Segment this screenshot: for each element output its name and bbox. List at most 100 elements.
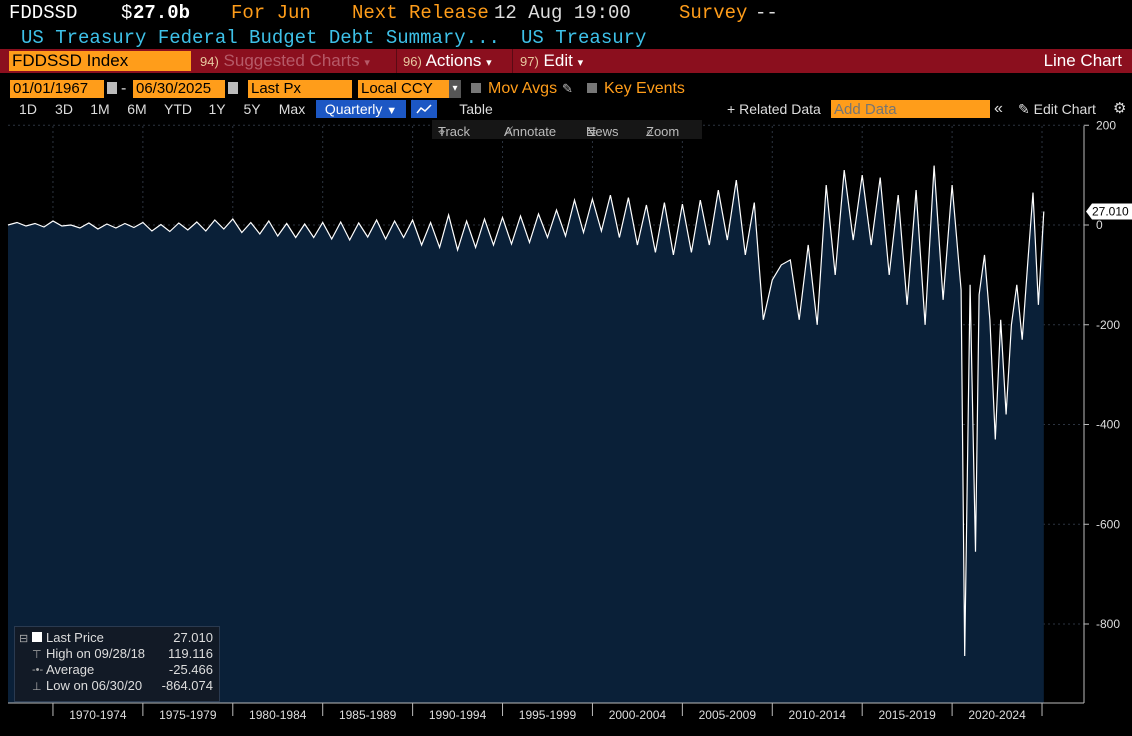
pencil-icon[interactable]: ✎ [562, 81, 573, 96]
legend-average-value: -25.466 [168, 662, 213, 677]
legend-high-value: 119.116 [167, 646, 213, 661]
next-release-label: Next Release [352, 2, 489, 24]
x-tick-label: 2005-2009 [699, 708, 757, 722]
key-events-label: Key Events [604, 80, 685, 97]
survey-value: -- [755, 2, 778, 24]
y-tick-label: -400 [1096, 418, 1120, 432]
legend-collapse-icon[interactable]: ⊟ [19, 633, 29, 645]
calendar-icon[interactable] [228, 82, 238, 94]
legend-last-label: Last Price [46, 630, 104, 645]
series-area [8, 165, 1044, 704]
edit-chart-label: Edit Chart [1033, 101, 1096, 117]
legend-last-value: 27.010 [173, 630, 213, 645]
chevron-down-icon: ▼ [386, 105, 398, 117]
date-separator: - [121, 80, 127, 97]
collapse-icon[interactable]: « [994, 100, 1003, 117]
edit-number: 97) [520, 54, 539, 69]
frequency-select[interactable]: Quarterly ▼ [316, 100, 406, 118]
range-1m[interactable]: 1M [90, 101, 110, 117]
edit-chart-button[interactable]: ✎ Edit Chart [1018, 100, 1096, 118]
legend-average: -•- Average -25.466 [15, 662, 219, 678]
y-tick-label: -200 [1096, 318, 1120, 332]
range-1d[interactable]: 1D [19, 101, 37, 117]
legend-high-label: High on 09/28/18 [46, 646, 146, 661]
average-marker-icon: -•- [32, 664, 44, 676]
x-axis-band [0, 703, 1132, 736]
table-button[interactable]: Table [459, 101, 493, 117]
period-label: For Jun [231, 2, 311, 24]
range-ytd[interactable]: YTD [164, 101, 192, 117]
low-marker-icon: ⊥ [32, 681, 42, 693]
annotate-icon: ⟋ [504, 124, 514, 139]
chart-tools: ⌖ Track ⟋ Annotate ≣ News ⌕ Zoom [432, 120, 702, 139]
legend-average-label: Average [46, 662, 95, 677]
x-tick-label: 1980-1984 [249, 708, 307, 722]
gear-icon[interactable]: ⚙ [1113, 100, 1127, 117]
add-data-input[interactable] [831, 100, 990, 118]
frequency-label: Quarterly [324, 101, 383, 117]
chevron-down-icon[interactable]: ▾ [449, 80, 461, 98]
last-value-label: 27.010 [1092, 205, 1129, 219]
edit-menu[interactable]: 97) Edit ▾ [520, 51, 583, 71]
line-chart-icon[interactable] [411, 100, 437, 118]
last-price: 27.0b [133, 2, 191, 24]
x-tick-label: 2015-2019 [878, 708, 936, 722]
currency-select[interactable]: Local CCY [358, 80, 449, 98]
chart-type-label: Line Chart [1043, 51, 1122, 70]
x-tick-label: 1995-1999 [519, 708, 577, 722]
price-dollar: $ [121, 2, 133, 24]
suggested-charts-menu[interactable]: 94) Suggested Charts ▾ [200, 51, 370, 71]
edit-label: Edit [543, 51, 573, 70]
range-max[interactable]: Max [278, 101, 306, 117]
related-data-button[interactable]: + Related Data [727, 100, 821, 118]
next-release-value: 12 Aug 19:00 [494, 2, 631, 24]
field-input[interactable]: Last Px [248, 80, 352, 98]
x-tick-label: 1970-1974 [69, 708, 127, 722]
calendar-icon[interactable] [107, 82, 117, 94]
legend-low-label: Low on 06/30/20 [46, 678, 143, 693]
zoom-label: Zoom [646, 124, 680, 139]
last-value-tag: 27.010 [1086, 203, 1132, 220]
header-bar: FDDSSD $ 27.0b For Jun Next Release 12 A… [0, 0, 1132, 26]
divider [512, 49, 513, 73]
actions-menu[interactable]: 96) Actions ▾ [403, 51, 492, 71]
chevron-down-icon: ▾ [577, 57, 584, 69]
annotate-label: Annotate [504, 124, 557, 139]
mov-avgs-checkbox[interactable] [471, 83, 481, 93]
crosshair-icon: ⌖ [438, 124, 446, 139]
suggested-charts-label: Suggested Charts [223, 51, 360, 70]
range-5y[interactable]: 5Y [243, 101, 261, 117]
legend-high: ⊤ High on 09/28/18 119.116 [15, 646, 219, 662]
x-tick-label: 2020-2024 [968, 708, 1026, 722]
key-events-checkbox[interactable] [587, 83, 597, 93]
end-date-input[interactable]: 06/30/2025 [133, 80, 225, 98]
actions-label: Actions [425, 51, 482, 70]
line-chart[interactable]: 200 0 -200 -400 -600 -800 1970-1974 1975-1979 1… [0, 120, 1132, 736]
start-date-input[interactable]: 01/01/1967 [10, 80, 104, 98]
y-tick-label: -600 [1096, 517, 1120, 531]
description-bar: US Treasury Federal Budget Debt Summary.… [0, 26, 1132, 49]
x-tick-label: 1990-1994 [429, 708, 487, 722]
actions-number: 96) [403, 54, 422, 69]
range-6m[interactable]: 6M [127, 101, 147, 117]
legend-low: ⊥ Low on 06/30/20 -864.074 [15, 678, 219, 694]
date-controls: 01/01/1967 - 06/30/2025 Last Px Local CC… [0, 79, 1132, 99]
security-description: US Treasury Federal Budget Debt Summary.… [21, 27, 500, 49]
ticker-symbol: FDDSSD [9, 2, 78, 24]
range-3d[interactable]: 3D [55, 101, 73, 117]
related-data-label: Related Data [739, 101, 821, 117]
zoom-icon: ⌕ [646, 124, 654, 139]
chevron-down-icon: ▾ [364, 57, 370, 69]
track-label: Track [438, 124, 471, 139]
legend-swatch [32, 632, 42, 642]
high-marker-icon: ⊤ [32, 649, 42, 661]
x-tick-label: 1985-1989 [339, 708, 397, 722]
range-1y[interactable]: 1Y [208, 101, 226, 117]
security-input[interactable]: FDDSSD Index [9, 51, 191, 71]
plus-icon: + [727, 101, 736, 117]
x-tick-label: 2010-2014 [789, 708, 847, 722]
mov-avgs-label: Mov Avgs [488, 80, 558, 97]
chart-legend: ⊟ Last Price 27.010 ⊤ High on 09/28/18 1… [14, 626, 220, 702]
y-tick-label: 200 [1096, 120, 1116, 132]
legend-low-value: -864.074 [161, 678, 213, 693]
